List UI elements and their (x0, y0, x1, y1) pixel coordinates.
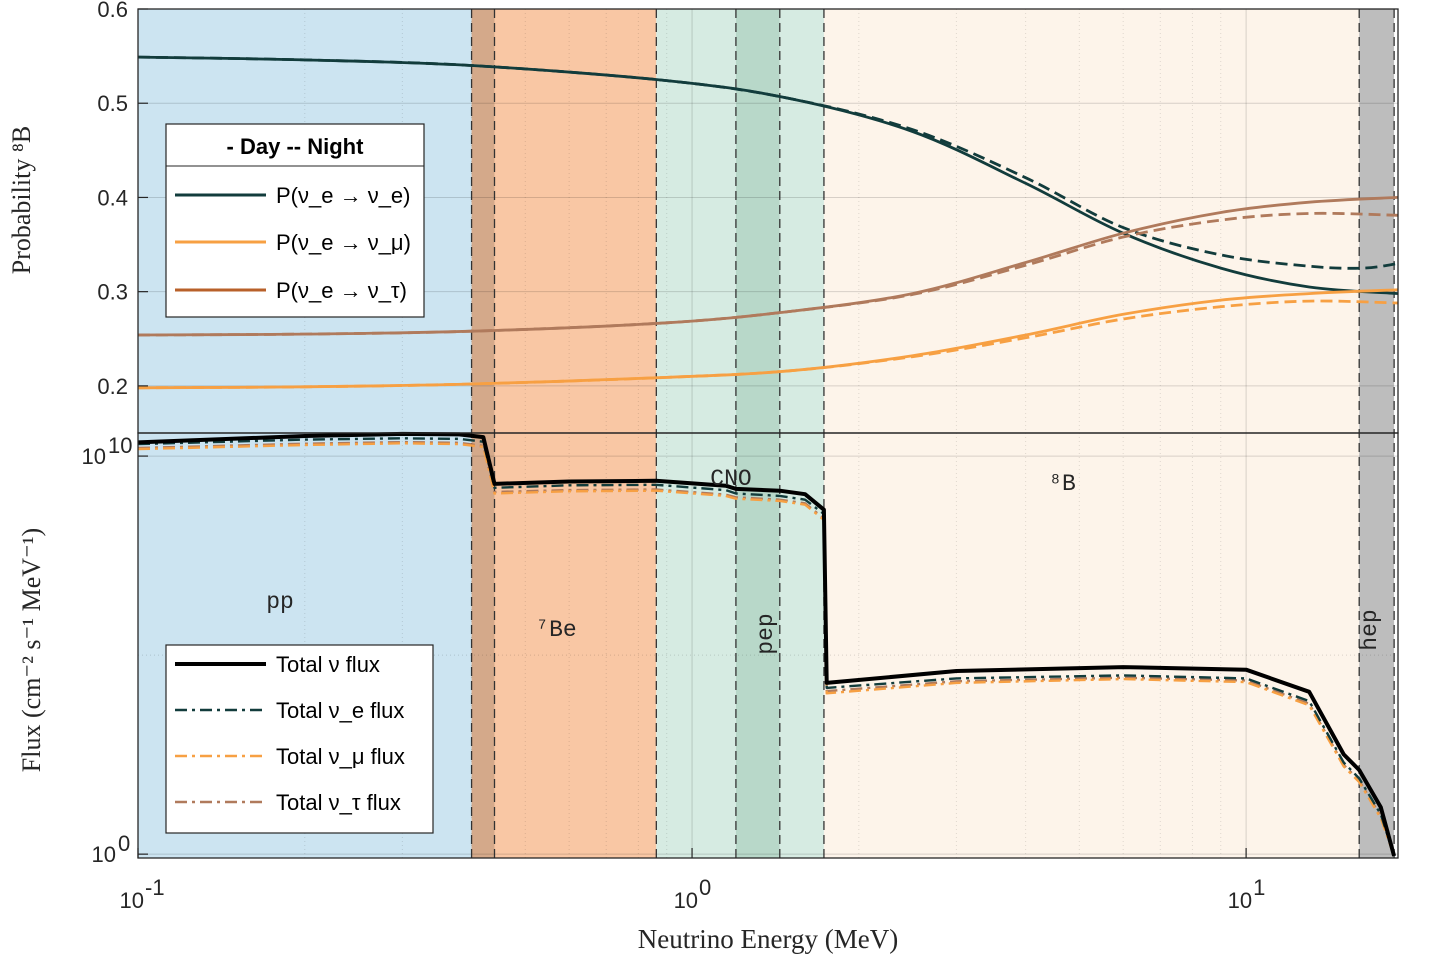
legend-entry-total-tau: Total ν_τ flux (276, 790, 401, 815)
probability-line-1 (137, 55, 1399, 270)
top-ytick-label: 0.2 (97, 374, 128, 399)
legend-entry-total-mu: Total ν_μ flux (276, 744, 405, 769)
region-band-top-7 (1359, 9, 1395, 433)
legend-entry-petau: P(ν_e → ν_τ) (276, 278, 407, 303)
bottom-ytick-label: 10 (92, 842, 116, 867)
xtick-label: 10 (674, 888, 698, 913)
xtick-exponent: -1 (145, 875, 165, 900)
top-ytick-label: 0.3 (97, 280, 128, 305)
bottom-ytick-label: 10 (82, 444, 106, 469)
probability-lines (137, 55, 1399, 390)
legend-entry-pee: P(ν_e → ν_e) (276, 183, 411, 208)
legend-entry-total: Total ν flux (276, 652, 380, 677)
xtick-label: 10 (1228, 888, 1252, 913)
probability-line-2 (137, 288, 1399, 390)
x-axis-label: Neutrino Energy (MeV) (638, 924, 898, 954)
top-ytick-label: 0.6 (97, 0, 128, 22)
region-band-bottom-4 (735, 433, 780, 858)
region-band-top-4 (735, 9, 780, 433)
region-band-bottom-1 (471, 433, 495, 858)
bottom-y-axis-label: Flux (cm⁻² s⁻¹ MeV⁻¹) (17, 528, 46, 772)
top-legend-title: - Day -- Night (227, 134, 365, 159)
bottom-axes-frame (137, 432, 1399, 859)
bottom-ytick-exponent: 10 (108, 433, 132, 458)
region-band-top-5 (779, 9, 824, 433)
region-label-3: CNO (710, 466, 751, 492)
region-label-2: ⁷Be (535, 617, 576, 643)
flux-line-0 (137, 431, 1397, 857)
axes-frames (137, 8, 1399, 859)
top-y-axis-label: Probability ⁸B (7, 126, 36, 274)
region-band-bottom-6 (823, 433, 1360, 858)
xtick-label: 10 (120, 888, 144, 913)
region-labels: pp ⁷Be CNO pep ⁸B hep (266, 466, 1383, 655)
region-band-top-2 (494, 9, 657, 433)
bottom-ytick-exponent: 0 (118, 831, 130, 856)
region-band-top-1 (471, 9, 495, 433)
flux-line-2 (137, 442, 1396, 857)
top-legend: - Day -- Night P(ν_e → ν_e) P(ν_e → ν_μ)… (165, 123, 425, 318)
flux-lines (137, 431, 1397, 857)
region-label-7: hep (1357, 609, 1383, 650)
top-region-bands (138, 9, 1395, 433)
flux-line-1 (137, 437, 1396, 857)
region-label-0: pp (266, 589, 294, 615)
bottom-legend: Total ν flux Total ν_e flux Total ν_μ fl… (165, 644, 434, 834)
probability-line-5 (137, 211, 1399, 337)
region-band-bottom-3 (656, 433, 736, 858)
top-ytick-label: 0.4 (97, 185, 128, 210)
legend-entry-total-e: Total ν_e flux (276, 698, 404, 723)
top-legend-box (165, 123, 425, 318)
region-band-top-6 (823, 9, 1360, 433)
region-band-top-3 (656, 9, 736, 433)
region-label-6: ⁸B (1048, 471, 1076, 497)
xtick-exponent: 0 (699, 875, 711, 900)
region-band-bottom-2 (494, 433, 657, 858)
legend-entry-pemu: P(ν_e → ν_μ) (276, 230, 411, 255)
region-label-4: pep (753, 613, 779, 654)
top-ytick-label: 0.5 (97, 91, 128, 116)
xtick-exponent: 1 (1253, 875, 1265, 900)
